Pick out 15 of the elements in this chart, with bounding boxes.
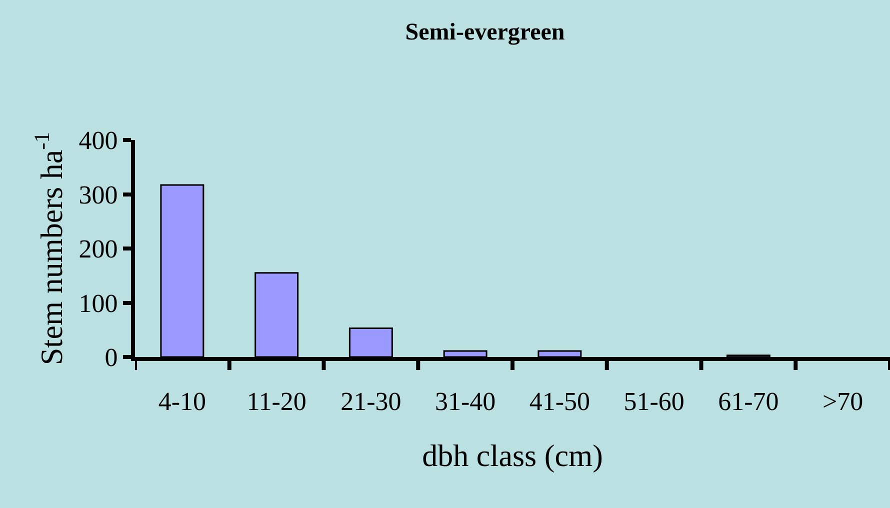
- x-tick-label: >70: [822, 387, 864, 416]
- y-tick-label: 400: [78, 126, 118, 156]
- y-tick-label: 0: [104, 343, 118, 372]
- y-tick-label: 200: [78, 234, 118, 264]
- x-tick-label: 41-50: [529, 387, 590, 416]
- x-tick-label: 21-30: [340, 387, 402, 416]
- x-tick-label: 31-40: [434, 387, 496, 416]
- x-axis-title: dbh class (cm): [422, 438, 603, 473]
- y-tick-label: 100: [78, 288, 118, 318]
- x-tick-label: 51-60: [624, 387, 684, 416]
- x-tick-label: 11-20: [246, 387, 306, 416]
- x-tick-label: 4-10: [158, 387, 206, 416]
- chart-title: Semi-evergreen: [405, 20, 565, 46]
- y-tick-label: 300: [78, 180, 118, 210]
- x-tick-label: 61-70: [718, 387, 779, 416]
